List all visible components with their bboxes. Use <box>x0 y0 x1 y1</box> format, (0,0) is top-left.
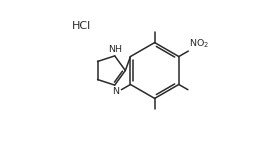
Text: NH: NH <box>108 46 122 55</box>
Text: NO$_2$: NO$_2$ <box>189 38 209 50</box>
Text: HCl: HCl <box>72 21 91 31</box>
Text: N: N <box>112 87 119 96</box>
